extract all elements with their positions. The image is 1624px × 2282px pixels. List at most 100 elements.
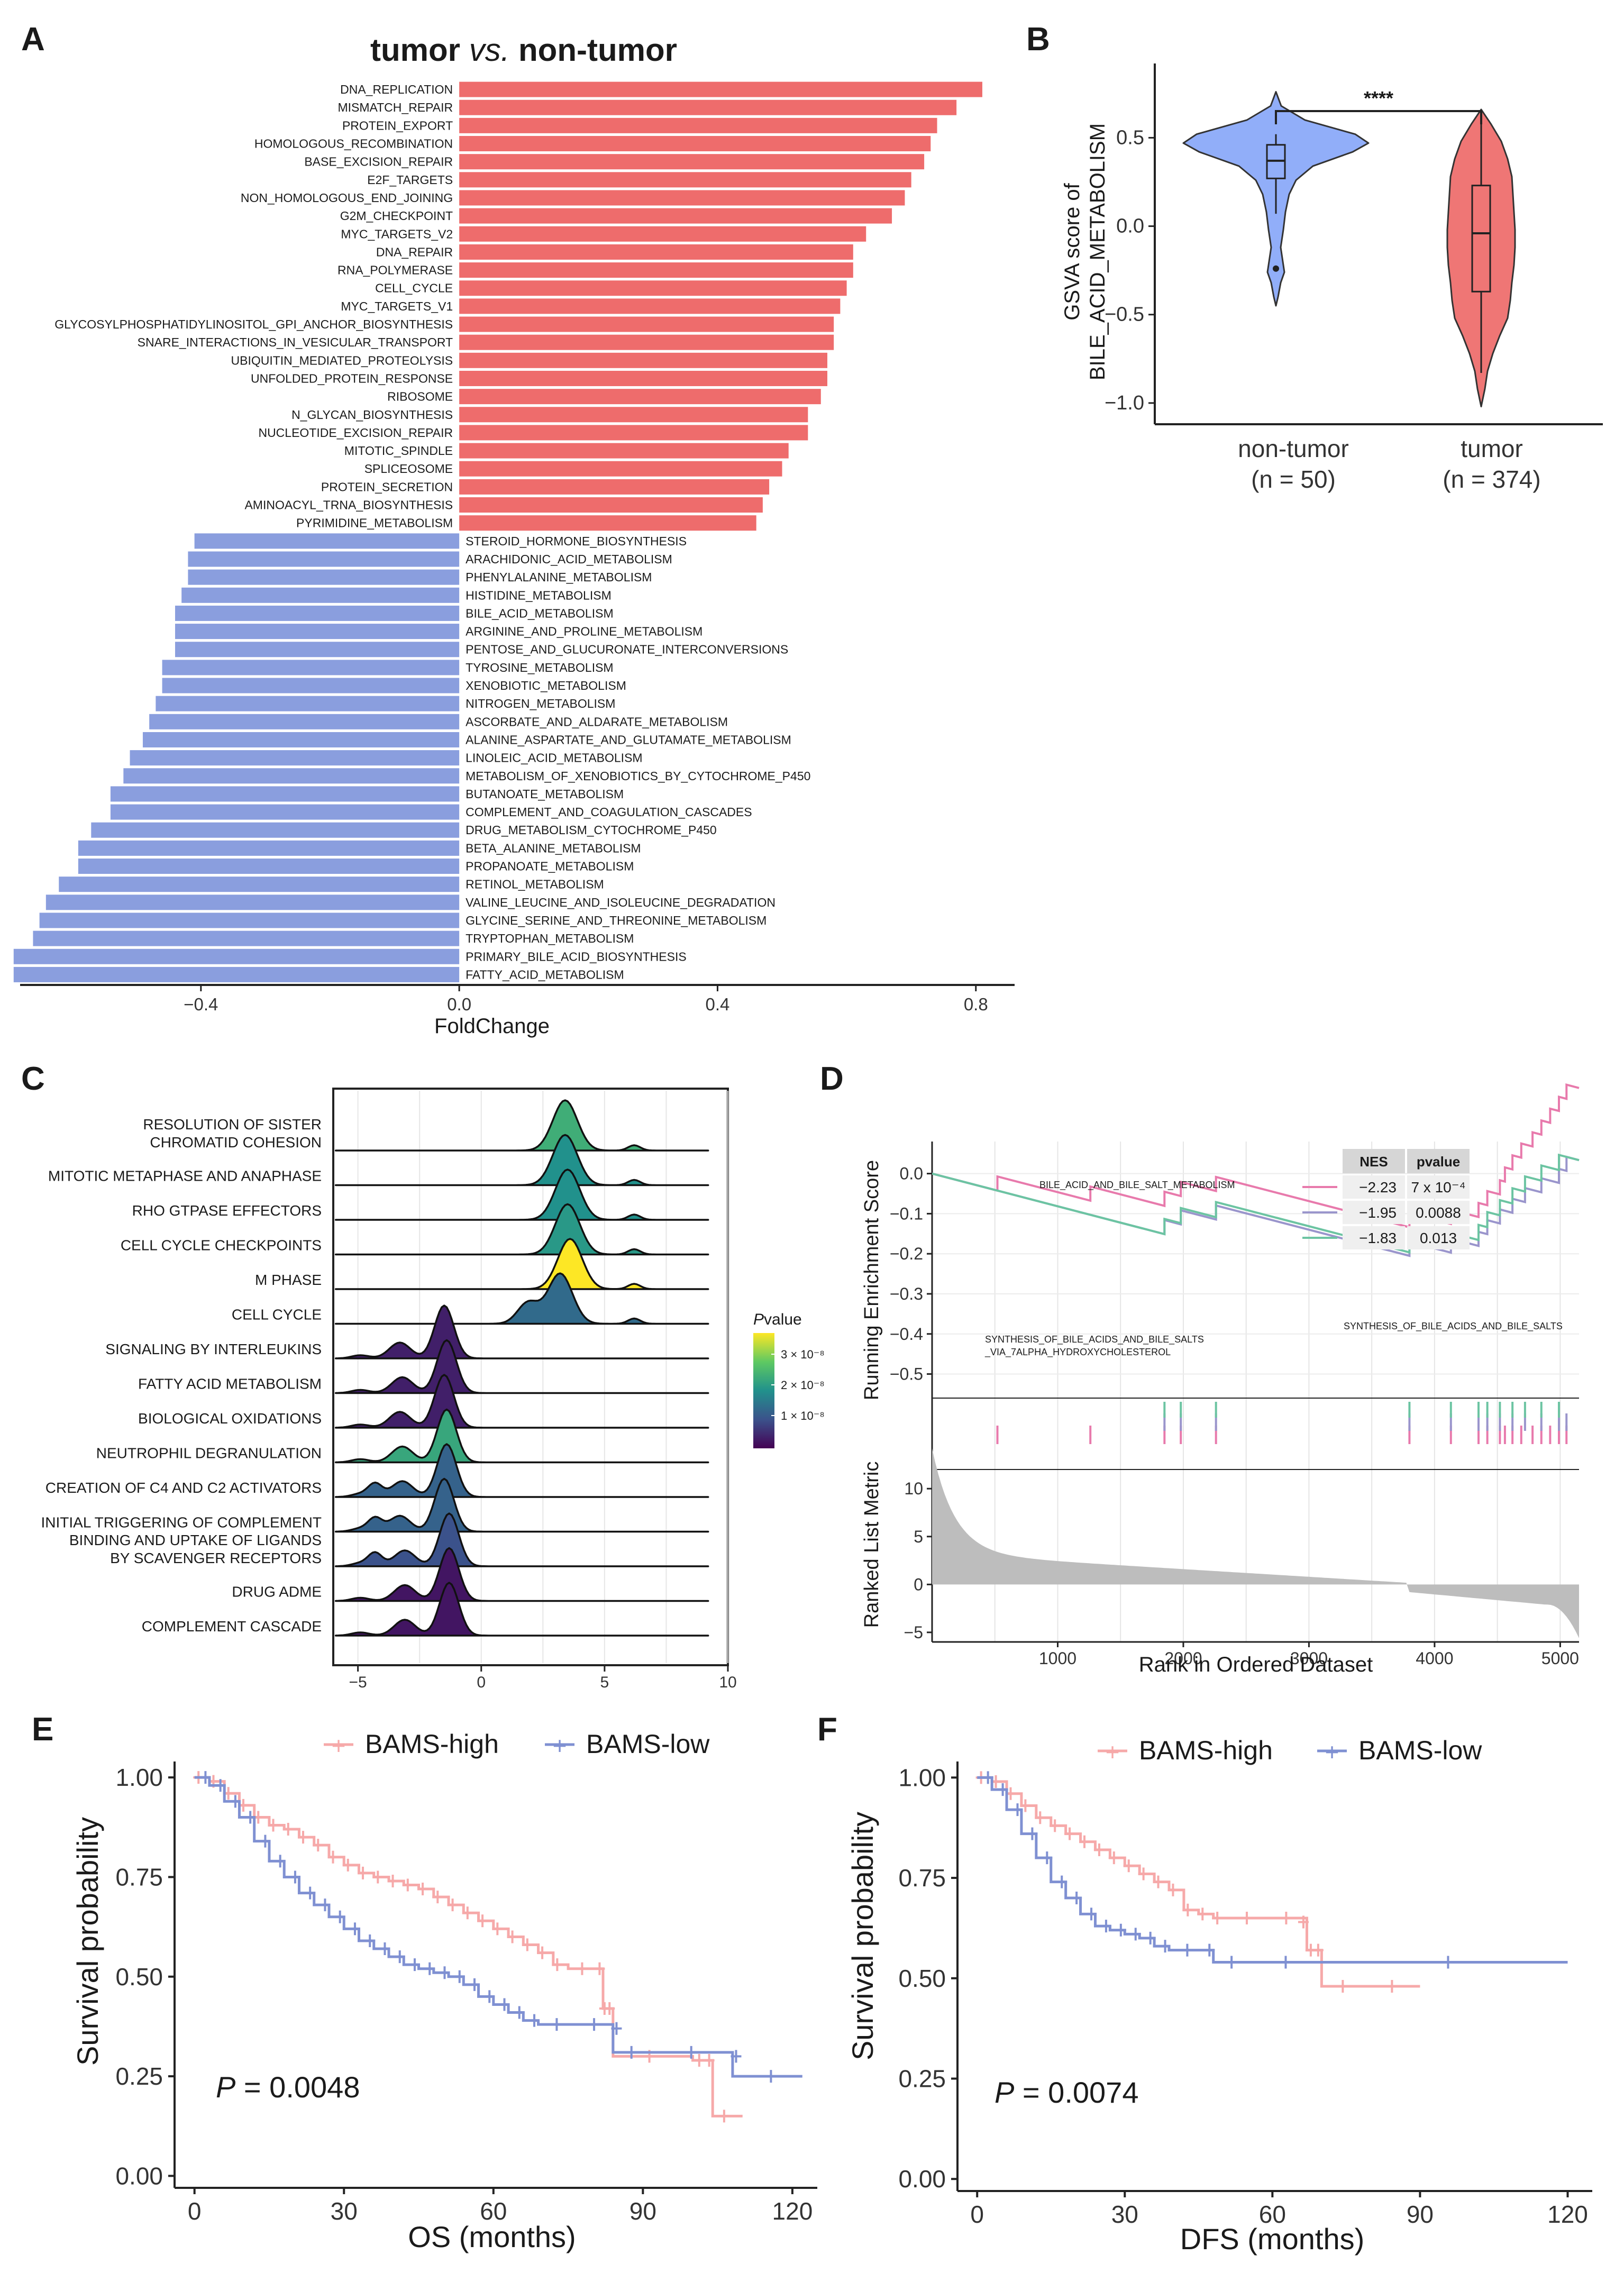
bar-linoleic_acid_metabolism bbox=[130, 750, 460, 766]
censor-mark bbox=[417, 1883, 428, 1896]
y-tick-label: 0.50 bbox=[115, 1963, 163, 1991]
table-cell bbox=[1343, 1201, 1405, 1224]
bar-label: ARACHIDONIC_ACID_METABOLISM bbox=[466, 552, 672, 566]
bar-label: PROTEIN_EXPORT bbox=[342, 118, 453, 132]
x-tick-label: 0.0 bbox=[447, 994, 471, 1014]
censor-mark bbox=[1241, 1911, 1252, 1924]
y-tick-label: 0.00 bbox=[898, 2165, 946, 2193]
censor-mark bbox=[577, 1962, 588, 1975]
panel-c-legend-ticks: 3 × 10⁻⁸ 2 × 10⁻⁸ 1 × 10⁻⁸ bbox=[771, 1348, 825, 1422]
pathway-label: RESOLUTION OF SISTER bbox=[143, 1116, 322, 1133]
ridge bbox=[334, 1512, 709, 1567]
table-nes-value: −1.95 bbox=[1359, 1204, 1397, 1221]
censor-mark bbox=[1280, 1956, 1291, 1969]
bar-label: AMINOACYL_TRNA_BIOSYNTHESIS bbox=[244, 498, 453, 512]
pathway-label: M PHASE bbox=[255, 1272, 322, 1288]
survival-curve-bams-low bbox=[977, 1776, 1568, 1964]
censor-mark bbox=[358, 1866, 369, 1879]
censor-mark bbox=[1115, 1923, 1126, 1937]
panel-d-hit-ticks bbox=[996, 1402, 1568, 1444]
pathway-label: CREATION OF C4 AND C2 ACTIVATORS bbox=[45, 1480, 322, 1496]
panel-a-x-ticks: −0.4 0.0 0.4 0.8 bbox=[184, 985, 988, 1014]
censor-mark bbox=[439, 1966, 450, 1979]
bar-base_excision_repair bbox=[459, 154, 925, 170]
y-tick-label: 0.00 bbox=[115, 2162, 163, 2189]
censor-mark bbox=[1079, 1835, 1090, 1848]
bar-label: HISTIDINE_METABOLISM bbox=[466, 588, 612, 602]
bar-label: UBIQUITIN_MEDIATED_PROTEOLYSIS bbox=[231, 353, 453, 367]
table-nes-value: −1.83 bbox=[1359, 1230, 1397, 1246]
y-tick-label: 0.0 bbox=[1116, 215, 1144, 238]
panel-f-curves bbox=[975, 1771, 1568, 1993]
censor-mark bbox=[507, 1930, 518, 1943]
bar-primary_bile_acid_biosynthesis bbox=[13, 948, 460, 964]
panel-label-f: F bbox=[817, 1711, 837, 1748]
censor-mark bbox=[387, 1874, 398, 1887]
x-tick-label: −0.4 bbox=[184, 994, 218, 1014]
bar-cell_cycle bbox=[459, 280, 847, 296]
censor-mark bbox=[1035, 1811, 1046, 1824]
y-tick-label: 5 bbox=[914, 1527, 923, 1546]
panel-c-legend-colorbar bbox=[753, 1333, 774, 1448]
panel-d-annotation-bile-salt: BILE_ACID_AND_BILE_SALT_METABOLISM bbox=[1039, 1180, 1235, 1191]
pathway-label: COMPLEMENT CASCADE bbox=[142, 1618, 322, 1635]
censor-mark bbox=[432, 1891, 443, 1904]
censor-mark bbox=[454, 1970, 465, 1983]
bar-ubiquitin_mediated_proteolysis bbox=[459, 352, 827, 368]
panel-d-y-ticks: 0.0 −0.1 −0.2 −0.3 −0.4 −0.5 10 5 0 −5 bbox=[890, 1164, 932, 1642]
bar-arachidonic_acid_metabolism bbox=[188, 551, 460, 567]
y-tick-label: 0.50 bbox=[898, 1965, 946, 1992]
bar-label: PYRIMIDINE_METABOLISM bbox=[296, 516, 453, 530]
panel-f-x-label: DFS (months) bbox=[1180, 2222, 1365, 2256]
panel-c-x-ticks: −5 0 5 10 bbox=[349, 1665, 737, 1691]
censor-mark bbox=[289, 1870, 300, 1884]
panel-b-y-label-line2: BILE_ACID_METABOLISM bbox=[1086, 123, 1109, 380]
bar-label: RIBOSOME bbox=[387, 390, 453, 404]
censor-mark bbox=[424, 1962, 435, 1975]
bar-drug_metabolism_cytochrome_p450 bbox=[91, 822, 460, 838]
ridge bbox=[334, 1547, 709, 1602]
censor-mark bbox=[1086, 1907, 1097, 1921]
censor-mark bbox=[514, 2006, 525, 2019]
x-tick-label: 90 bbox=[1407, 2201, 1434, 2228]
censor-mark bbox=[1167, 1883, 1179, 1896]
bar-label: BETA_ALANINE_METABOLISM bbox=[466, 841, 641, 855]
panel-e-x-label: OS (months) bbox=[408, 2220, 576, 2253]
survival-curve-bams-high bbox=[194, 1776, 743, 2117]
bar-label: BILE_ACID_METABOLISM bbox=[466, 606, 614, 620]
bar-myc_targets_v1 bbox=[459, 298, 841, 314]
censor-mark bbox=[1298, 1915, 1309, 1929]
censor-mark bbox=[268, 1819, 279, 1832]
panel-b-y-ticks: 0.5 0.0 −0.5 −1.0 bbox=[1105, 126, 1155, 414]
bar-mitotic_spindle bbox=[459, 443, 789, 459]
running-es-line bbox=[932, 1153, 1580, 1254]
censor-mark bbox=[469, 1978, 480, 1991]
panel-f-p-value: P = 0.0074 bbox=[995, 2076, 1138, 2109]
pathway-label: FATTY ACID METABOLISM bbox=[138, 1376, 322, 1392]
legend-f-low-label: BAMS-low bbox=[1358, 1736, 1482, 1765]
y-tick-label: 0.25 bbox=[898, 2065, 946, 2093]
bar-label: BUTANOATE_METABOLISM bbox=[466, 787, 624, 801]
legend-f-high-label: BAMS-high bbox=[1139, 1736, 1273, 1765]
panel-d-nes-table: NES pvalue −2.23 7 x 10⁻⁴ −1.95 0.0088 −1.83 0.… bbox=[1302, 1149, 1470, 1249]
bar-mismatch_repair bbox=[459, 99, 957, 115]
panel-d-x-ticks: 1000 2000 3000 4000 5000 bbox=[1039, 1642, 1579, 1668]
table-nes-value: −2.23 bbox=[1359, 1179, 1397, 1195]
bar-label: ARGININE_AND_PROLINE_METABOLISM bbox=[466, 625, 702, 638]
bar-dna_repair bbox=[459, 244, 853, 260]
x-tick-label: 30 bbox=[1111, 2201, 1138, 2228]
pathway-label: RHO GTPASE EFFECTORS bbox=[132, 1202, 322, 1219]
group-label-tumor: tumor bbox=[1461, 435, 1523, 462]
ridge bbox=[334, 1203, 709, 1256]
survival-curve-bams-high bbox=[977, 1776, 1420, 1988]
censor-mark bbox=[364, 1934, 376, 1947]
panel-d-annotation-synthesis-2: _VIA_7ALPHA_HYDROXYCHOLESTEROL bbox=[984, 1347, 1171, 1358]
bar-propanoate_metabolism bbox=[78, 859, 460, 874]
censor-mark bbox=[349, 1922, 360, 1936]
group-n-non-tumor: (n = 50) bbox=[1251, 465, 1336, 493]
panel-c-legend-title: Pvalue bbox=[753, 1311, 802, 1328]
table-pvalue-value: 7 x 10⁻⁴ bbox=[1411, 1179, 1465, 1195]
panel-label-b: B bbox=[1026, 21, 1050, 58]
censor-mark bbox=[1012, 1803, 1023, 1817]
x-tick-label: 120 bbox=[772, 2197, 813, 2225]
